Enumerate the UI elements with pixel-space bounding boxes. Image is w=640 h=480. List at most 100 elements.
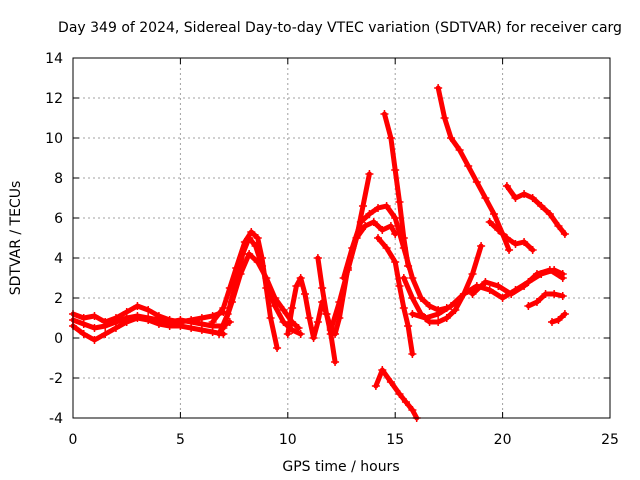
data-point bbox=[273, 344, 282, 352]
y-tick-label: -2 bbox=[49, 371, 63, 387]
data-point bbox=[300, 290, 309, 298]
data-point bbox=[472, 178, 481, 186]
data-point bbox=[520, 190, 529, 198]
data-point bbox=[245, 234, 254, 242]
data-point bbox=[369, 218, 378, 226]
data-point bbox=[520, 282, 529, 290]
data-point bbox=[537, 202, 546, 210]
data-point bbox=[560, 230, 569, 238]
data-point bbox=[339, 274, 348, 282]
y-tick-label: 12 bbox=[45, 91, 63, 107]
data-point bbox=[374, 234, 383, 242]
data-point bbox=[236, 270, 245, 278]
data-point bbox=[365, 210, 374, 218]
series-layer bbox=[69, 84, 569, 422]
data-point bbox=[90, 312, 99, 320]
data-point bbox=[215, 330, 224, 338]
data-point bbox=[305, 314, 314, 322]
y-axis-title: SDTVAR / TECUs bbox=[8, 181, 24, 296]
data-point bbox=[391, 214, 400, 222]
data-point bbox=[554, 222, 563, 230]
data-point bbox=[468, 270, 477, 278]
data-point bbox=[266, 314, 275, 322]
x-axis-title: GPS time / hours bbox=[282, 459, 399, 475]
data-point bbox=[511, 240, 520, 248]
data-point bbox=[524, 302, 533, 310]
data-point bbox=[90, 324, 99, 332]
data-point bbox=[79, 320, 88, 328]
data-point bbox=[326, 326, 335, 334]
data-point bbox=[111, 318, 120, 326]
chart-title: Day 349 of 2024, Sidereal Day-to-day VTE… bbox=[58, 20, 622, 36]
data-point bbox=[494, 282, 503, 290]
data-point bbox=[79, 330, 88, 338]
data-point bbox=[382, 202, 391, 210]
x-tick-label: 25 bbox=[601, 432, 619, 448]
y-tick-label: 8 bbox=[54, 171, 63, 187]
data-point bbox=[434, 84, 443, 92]
data-point bbox=[505, 246, 514, 254]
data-point bbox=[253, 258, 262, 266]
plot-frame bbox=[72, 57, 611, 419]
x-tick-label: 20 bbox=[494, 432, 512, 448]
data-point bbox=[468, 290, 477, 298]
data-point bbox=[391, 258, 400, 266]
data-point bbox=[451, 306, 460, 314]
data-point bbox=[144, 314, 153, 322]
data-point bbox=[545, 266, 554, 274]
data-point bbox=[532, 270, 541, 278]
data-point bbox=[374, 204, 383, 212]
data-point bbox=[440, 114, 449, 122]
data-point bbox=[208, 318, 217, 326]
data-point bbox=[318, 284, 327, 292]
data-point bbox=[399, 304, 408, 312]
data-point bbox=[434, 310, 443, 318]
x-tick-labels: 0 5 10 15 20 25 bbox=[69, 432, 619, 448]
data-point bbox=[371, 382, 380, 390]
data-point bbox=[247, 228, 256, 236]
data-point bbox=[219, 324, 228, 332]
data-point bbox=[219, 304, 228, 312]
data-point bbox=[408, 274, 417, 282]
data-point bbox=[485, 286, 494, 294]
data-point bbox=[560, 310, 569, 318]
data-point bbox=[532, 298, 541, 306]
data-point bbox=[296, 274, 305, 282]
data-point bbox=[378, 226, 387, 234]
data-point bbox=[283, 330, 292, 338]
data-point bbox=[331, 358, 340, 366]
data-point bbox=[481, 194, 490, 202]
data-point bbox=[541, 290, 550, 298]
y-tick-label: 10 bbox=[45, 131, 63, 147]
data-point bbox=[481, 278, 490, 286]
data-point bbox=[382, 244, 391, 252]
data-point bbox=[101, 330, 110, 338]
data-point bbox=[313, 318, 322, 326]
y-tick-label: 6 bbox=[54, 211, 63, 227]
data-point bbox=[386, 222, 395, 230]
data-point bbox=[404, 322, 413, 330]
series-arc-11 bbox=[382, 111, 411, 269]
data-point bbox=[133, 312, 142, 320]
data-point bbox=[391, 166, 400, 174]
data-point bbox=[498, 294, 507, 302]
data-point bbox=[380, 110, 389, 118]
y-tick-labels: -4 -2 0 2 4 6 8 10 12 14 bbox=[45, 51, 63, 427]
data-point bbox=[133, 302, 142, 310]
data-point bbox=[331, 330, 340, 338]
series-arc-16 bbox=[435, 85, 512, 253]
data-point bbox=[425, 302, 434, 310]
data-point bbox=[197, 320, 206, 328]
data-point bbox=[477, 242, 486, 250]
data-point bbox=[251, 242, 260, 250]
x-tick-label: 5 bbox=[176, 432, 185, 448]
data-point bbox=[227, 298, 236, 306]
data-point bbox=[421, 314, 430, 322]
data-point bbox=[416, 294, 425, 302]
data-point bbox=[348, 244, 357, 252]
data-point bbox=[404, 262, 413, 270]
data-point bbox=[425, 318, 434, 326]
data-point bbox=[386, 378, 395, 386]
data-point bbox=[548, 318, 557, 326]
